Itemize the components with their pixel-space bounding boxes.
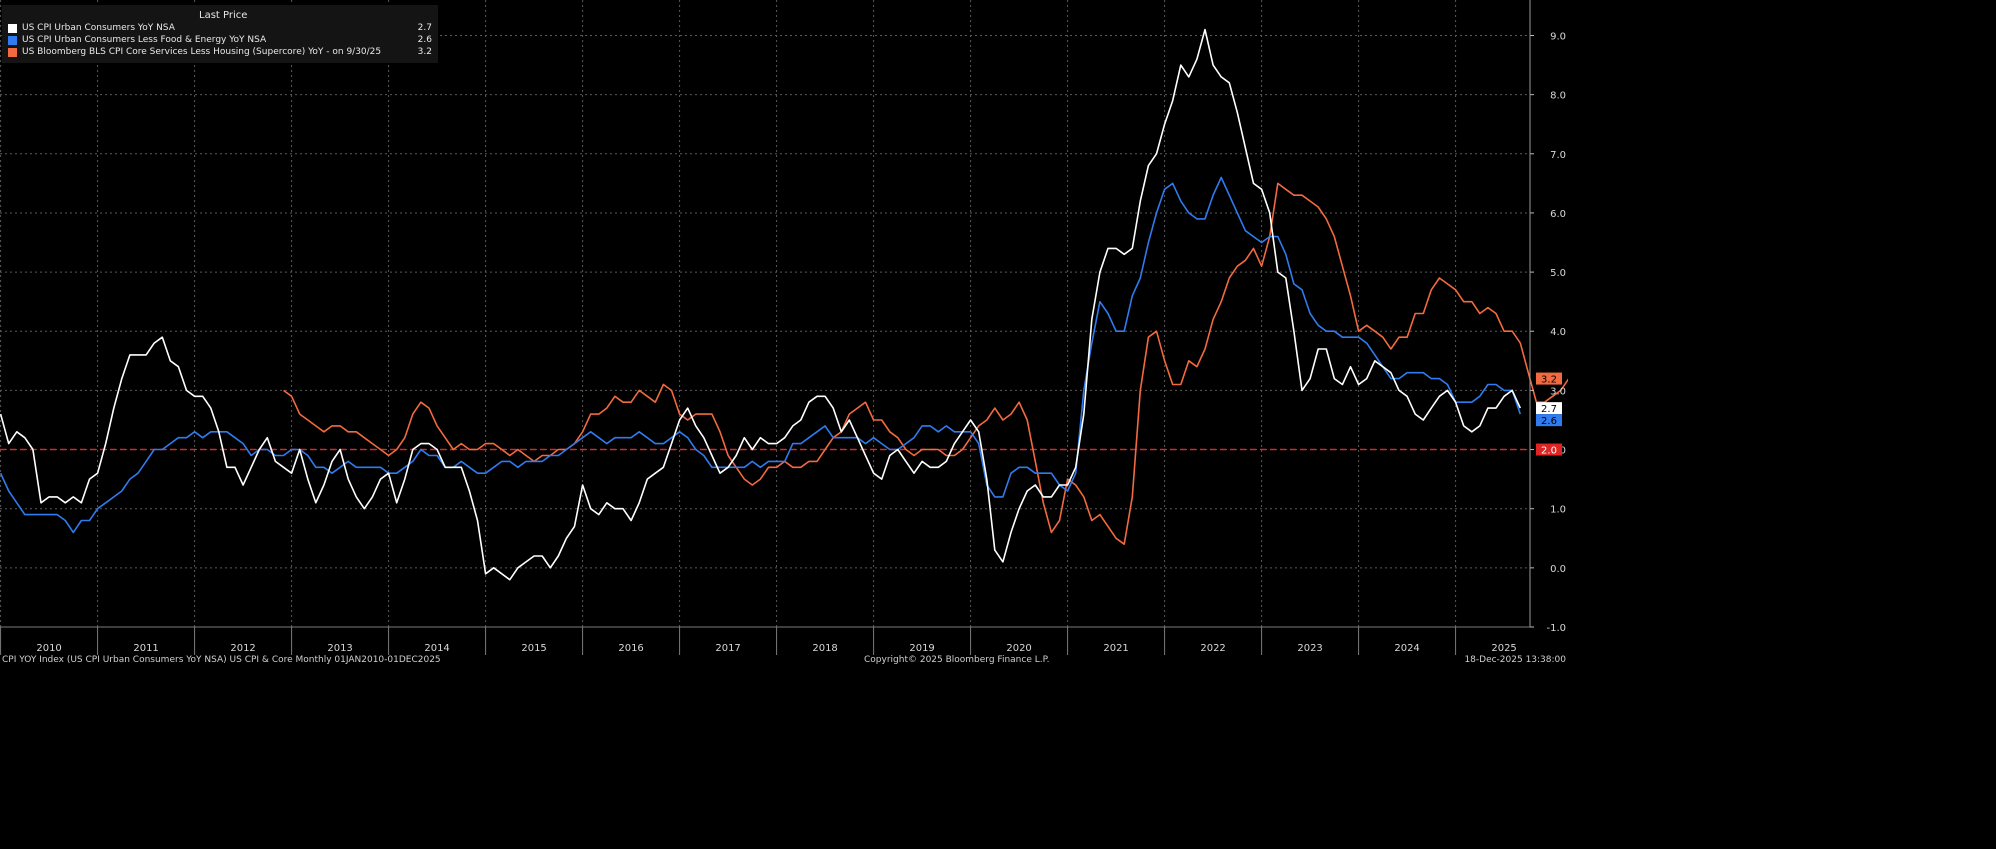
series-line-1 (0, 176, 1522, 534)
y-tick-label: 8.0 (1550, 91, 1566, 102)
legend-item-core: US CPI Urban Consumers Less Food & Energ… (8, 34, 434, 46)
chart-grid (0, 0, 1530, 628)
chart-axes: -1.0 0.0 1.0 2.0 3.0 4.0 5.0 6.0 7.0 8.0 9.0 2010 20… (0, 0, 1566, 655)
legend-item-supercore: US Bloomberg BLS CPI Core Services Less … (8, 46, 434, 58)
y-tick-label: 3.0 (1550, 386, 1566, 397)
last-value-tag-bg (1536, 414, 1562, 427)
x-tick-label: 2015 (521, 643, 546, 654)
x-tick-label: 2017 (715, 643, 740, 654)
legend-value-cpi: 2.7 (417, 23, 432, 33)
y-tick-label: -1.0 (1546, 623, 1566, 634)
legend-item-cpi: US CPI Urban Consumers YoY NSA 2.7 (8, 22, 434, 34)
x-tick-label: 2018 (812, 643, 837, 654)
x-tick-label: 2024 (1394, 643, 1419, 654)
x-tick-label: 2013 (327, 643, 352, 654)
x-tick-label: 2011 (133, 643, 158, 654)
reference-tag-bg (1536, 443, 1562, 456)
last-value-tag-label: 3.2 (1541, 375, 1557, 386)
legend-value-core: 2.6 (417, 35, 432, 45)
legend-label-supercore: US Bloomberg BLS CPI Core Services Less … (22, 47, 382, 57)
series-line-0 (0, 28, 1522, 581)
x-tick-label: 2012 (230, 643, 255, 654)
x-tick-label: 2020 (1006, 643, 1031, 654)
last-value-tag-label: 2.6 (1541, 416, 1557, 427)
series-line-2 (283, 182, 1568, 546)
x-tick-label: 2014 (424, 643, 449, 654)
y-tick-label: 7.0 (1550, 150, 1566, 161)
chart-legend: Last Price US CPI Urban Consumers YoY NS… (2, 5, 438, 63)
footer-copyright: Copyright© 2025 Bloomberg Finance L.P. (864, 655, 1050, 665)
legend-header: Last Price (199, 10, 248, 21)
y-tick-label: 5.0 (1550, 268, 1566, 279)
y-tick-label: 9.0 (1550, 31, 1566, 42)
y-tick-label: 6.0 (1550, 209, 1566, 220)
legend-value-supercore: 3.2 (417, 47, 432, 57)
line-chart: -1.0 0.0 1.0 2.0 3.0 4.0 5.0 6.0 7.0 8.0 9.0 2010 20… (0, 0, 1568, 655)
legend-swatch-supercore (8, 48, 17, 57)
x-tick-label: 2016 (618, 643, 643, 654)
last-value-tag-bg (1536, 402, 1562, 415)
legend-label-core: US CPI Urban Consumers Less Food & Energ… (22, 35, 267, 45)
footer-source: CPI YOY Index (US CPI Urban Consumers Yo… (2, 655, 441, 665)
x-tick-label: 2019 (909, 643, 934, 654)
last-value-tag-0: 3.2 (1536, 372, 1562, 386)
x-tick-label: 2025 (1491, 643, 1516, 654)
last-value-tag-1: 2.7 (1536, 402, 1562, 415)
last-value-tag-bg (1536, 372, 1562, 385)
x-tick-label: 2022 (1200, 643, 1225, 654)
last-value-tag-label: 2.7 (1541, 404, 1557, 415)
y-tick-label: 4.0 (1550, 327, 1566, 338)
last-value-tag-2: 2.6 (1536, 414, 1562, 427)
y-tick-label: 0.0 (1550, 564, 1566, 575)
y-tick-label: 1.0 (1550, 505, 1566, 516)
legend-label-cpi: US CPI Urban Consumers YoY NSA (22, 23, 175, 33)
legend-swatch-core (8, 36, 17, 45)
x-tick-label: 2023 (1297, 643, 1322, 654)
x-tick-label: 2010 (36, 643, 61, 654)
reference-tag-label: 2.0 (1541, 446, 1557, 457)
chart-series (0, 28, 1568, 581)
legend-swatch-cpi (8, 24, 17, 33)
footer-timestamp: 18-Dec-2025 13:38:00 (1464, 655, 1566, 665)
reference-value-tag: 2.0 (1536, 443, 1562, 457)
x-tick-label: 2021 (1103, 643, 1128, 654)
